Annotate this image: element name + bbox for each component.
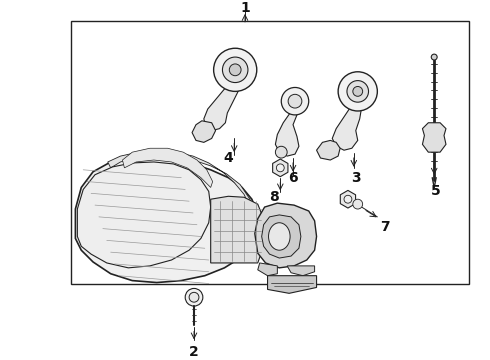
Circle shape [276,164,284,172]
Text: 4: 4 [223,151,233,165]
Polygon shape [272,159,288,177]
Circle shape [222,57,248,82]
Polygon shape [287,266,315,276]
Ellipse shape [269,223,290,250]
Text: 2: 2 [189,345,199,359]
Polygon shape [258,263,277,276]
Polygon shape [340,190,356,208]
Polygon shape [262,215,301,258]
Polygon shape [75,158,258,283]
Circle shape [344,195,352,203]
Circle shape [431,54,437,60]
Circle shape [353,199,363,209]
Polygon shape [422,123,446,152]
Bar [72,21,468,284]
Polygon shape [332,105,362,150]
Polygon shape [211,196,264,263]
Polygon shape [275,113,299,156]
Polygon shape [77,162,211,268]
Text: 3: 3 [351,171,361,185]
Circle shape [281,87,309,115]
Circle shape [185,288,203,306]
Circle shape [347,81,368,102]
Text: 5: 5 [431,184,441,198]
Circle shape [189,292,199,302]
Circle shape [353,86,363,96]
Polygon shape [204,86,239,131]
Polygon shape [108,150,252,214]
Text: 7: 7 [380,220,390,234]
Polygon shape [192,121,216,142]
Circle shape [275,146,287,158]
Text: 6: 6 [288,171,298,185]
Text: 8: 8 [270,190,279,204]
Circle shape [214,48,257,91]
Circle shape [288,94,302,108]
Polygon shape [268,276,317,293]
Polygon shape [317,140,340,160]
Circle shape [338,72,377,111]
Polygon shape [255,203,317,268]
Circle shape [229,64,241,76]
Text: 1: 1 [240,1,250,15]
Polygon shape [122,148,213,188]
